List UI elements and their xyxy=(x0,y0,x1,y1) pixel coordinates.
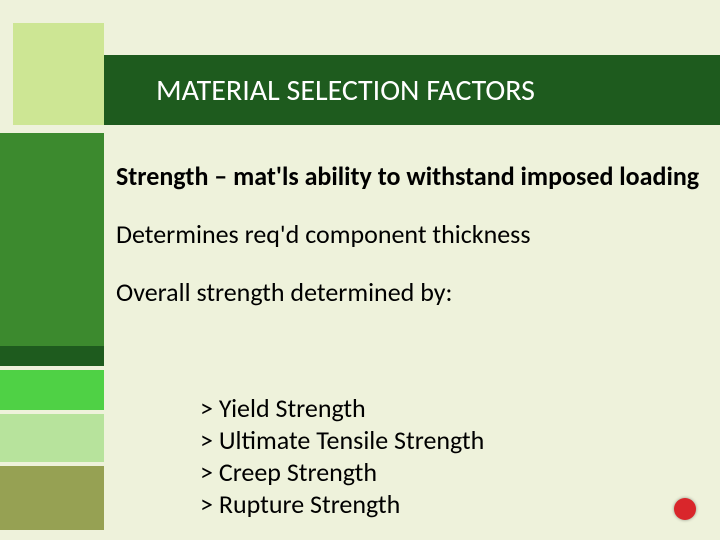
line-determines-thickness: Determines req'd component thickness xyxy=(116,218,706,250)
bullet-yield-strength: > Yield Strength xyxy=(200,392,484,424)
title-bar: MATERIAL SELECTION FACTORS xyxy=(104,55,720,125)
bullet-list: > Yield Strength > Ultimate Tensile Stre… xyxy=(200,392,484,520)
bullet-ultimate-tensile: > Ultimate Tensile Strength xyxy=(200,424,484,456)
line-overall-determined-by: Overall strength determined by: xyxy=(116,276,706,308)
strength-sep: – xyxy=(208,160,233,192)
accent-dark-strip xyxy=(0,346,104,366)
content-block: Strength – mat'ls ability to withstand i… xyxy=(116,160,706,308)
accent-pale-strip xyxy=(0,414,104,462)
bullet-creep-strength: > Creep Strength xyxy=(200,456,484,488)
accent-lime-strip xyxy=(0,370,104,410)
strength-rest: mat'ls ability to withstand imposed load… xyxy=(233,160,699,192)
accent-mid-bar xyxy=(0,133,104,346)
bullet-rupture-strength: > Rupture Strength xyxy=(200,488,484,520)
strength-label: Strength xyxy=(116,160,208,192)
slide: MATERIAL SELECTION FACTORS Strength – ma… xyxy=(0,0,720,540)
accent-top-square xyxy=(13,23,104,125)
page-title: MATERIAL SELECTION FACTORS xyxy=(156,72,535,109)
nav-dot-icon xyxy=(674,498,696,520)
strength-definition: Strength – mat'ls ability to withstand i… xyxy=(116,160,706,192)
accent-olive-strip xyxy=(0,466,104,530)
